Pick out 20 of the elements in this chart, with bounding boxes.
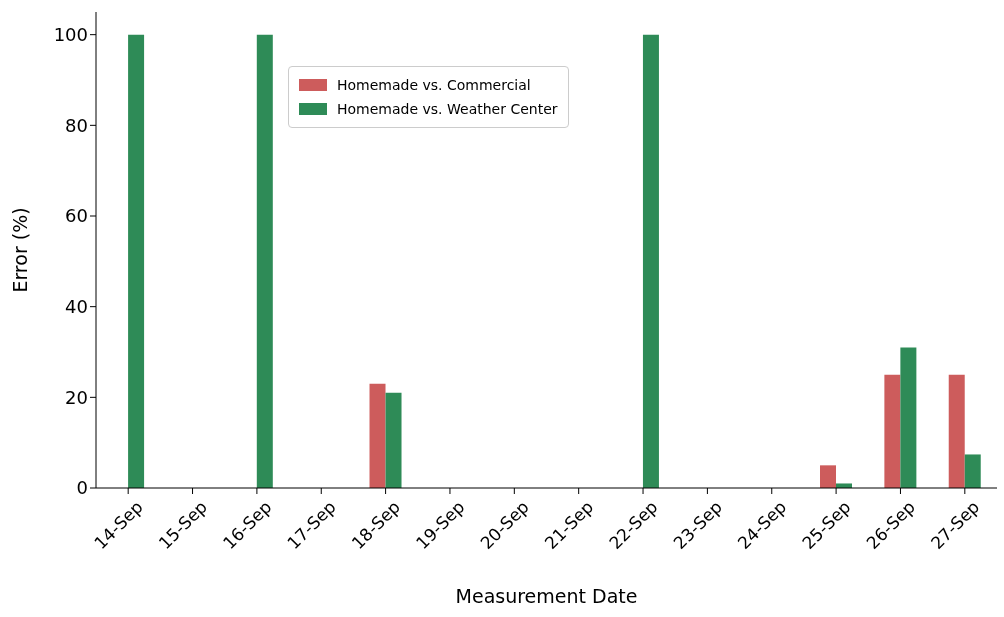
bar (256, 34, 273, 488)
y-tick-label: 60 (65, 205, 88, 227)
y-tick-label: 0 (76, 477, 88, 499)
y-tick-label: 100 (53, 24, 88, 46)
bar (820, 465, 837, 488)
bar (369, 383, 386, 488)
bar (128, 34, 145, 488)
y-tick-label: 20 (65, 386, 88, 408)
bar (900, 347, 917, 488)
legend-label: Homemade vs. Weather Center (337, 101, 558, 117)
legend-label: Homemade vs. Commercial (337, 77, 531, 93)
bar (964, 454, 981, 488)
x-axis-title: Measurement Date (455, 585, 638, 607)
y-tick-label: 80 (65, 114, 88, 136)
bar (884, 374, 901, 488)
bar (385, 392, 402, 488)
y-axis-title: Error (%) (8, 207, 31, 293)
bar (642, 34, 659, 488)
y-tick-label: 40 (65, 296, 88, 318)
bar (948, 374, 965, 488)
